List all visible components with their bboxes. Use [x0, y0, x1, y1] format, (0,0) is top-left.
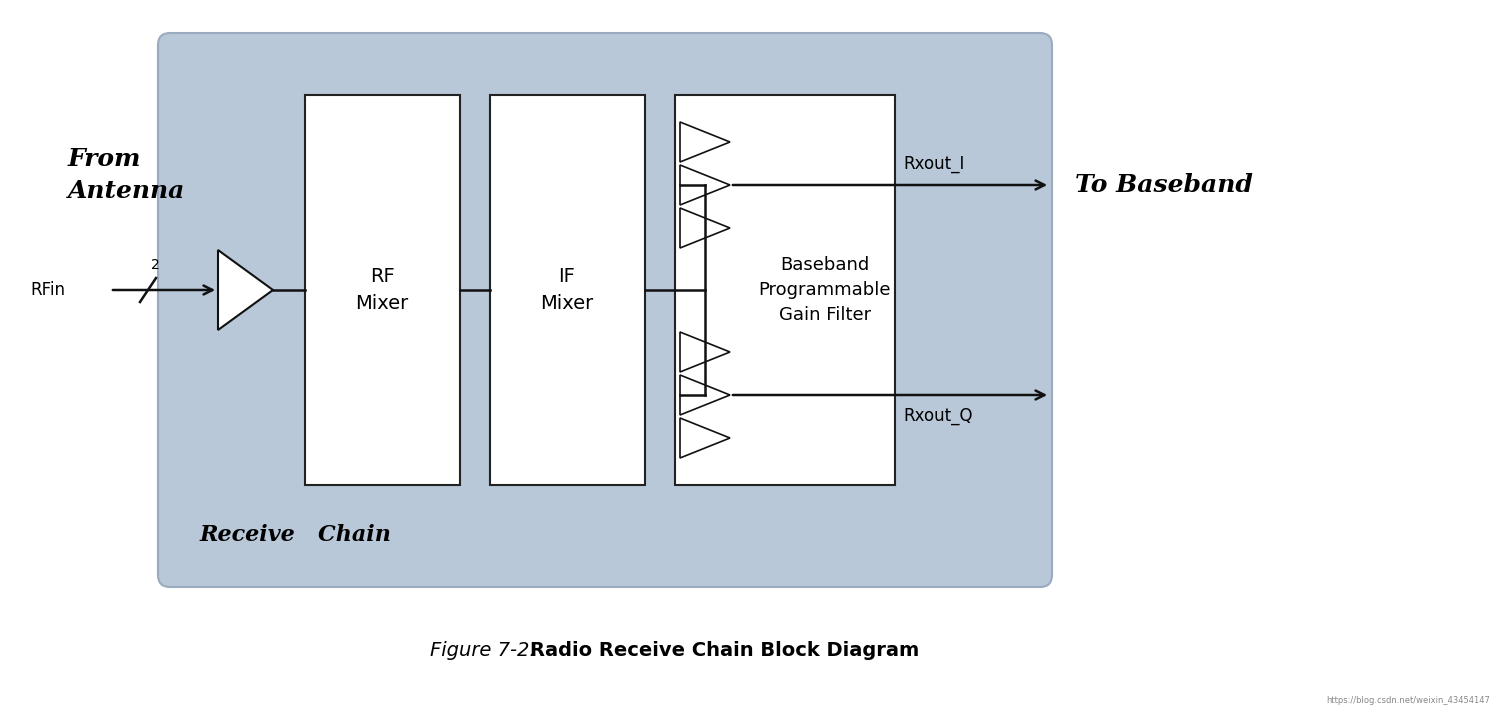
FancyBboxPatch shape: [158, 33, 1052, 587]
Text: Baseband
Programmable
Gain Filter: Baseband Programmable Gain Filter: [758, 256, 891, 324]
Polygon shape: [680, 208, 729, 248]
Polygon shape: [680, 165, 729, 205]
Text: Radio Receive Chain Block Diagram: Radio Receive Chain Block Diagram: [530, 640, 919, 660]
Text: https://blog.csdn.net/weixin_43454147: https://blog.csdn.net/weixin_43454147: [1326, 696, 1490, 705]
FancyBboxPatch shape: [304, 95, 460, 485]
Text: Figure 7-2.: Figure 7-2.: [429, 640, 535, 660]
Text: RFin: RFin: [30, 281, 65, 299]
Text: To Baseband: To Baseband: [1074, 173, 1252, 197]
Polygon shape: [219, 250, 273, 330]
Polygon shape: [680, 375, 729, 415]
Text: Receive   Chain: Receive Chain: [200, 524, 392, 546]
Text: RF
Mixer: RF Mixer: [356, 267, 408, 313]
Text: IF
Mixer: IF Mixer: [541, 267, 594, 313]
FancyBboxPatch shape: [490, 95, 645, 485]
Polygon shape: [680, 122, 729, 162]
Text: Rxout_I: Rxout_I: [903, 155, 964, 173]
Text: 2: 2: [151, 258, 160, 272]
FancyBboxPatch shape: [675, 95, 895, 485]
Polygon shape: [680, 332, 729, 372]
Text: Rxout_Q: Rxout_Q: [903, 407, 972, 425]
Polygon shape: [680, 418, 729, 458]
Text: From
Antenna: From Antenna: [68, 147, 185, 203]
